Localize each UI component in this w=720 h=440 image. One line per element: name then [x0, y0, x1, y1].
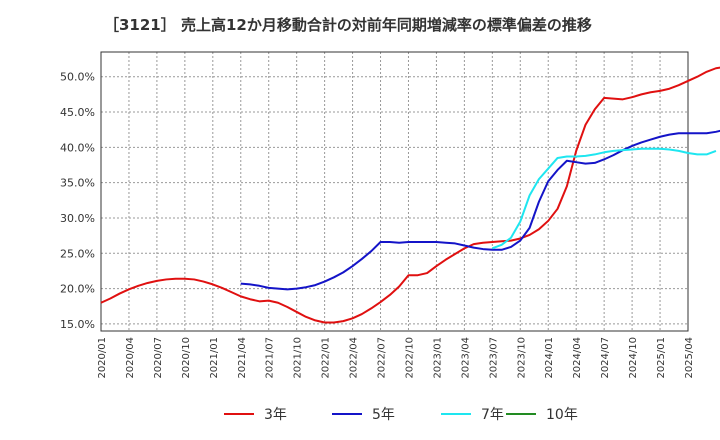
series-line-5年: [240, 129, 720, 291]
x-axis: 2020/01 2020/04 2020/07 2020/10 2021/01 2021/…: [97, 337, 695, 379]
plot-frame: [100, 51, 689, 332]
y-tick-label: 25.0%: [60, 247, 95, 260]
x-tick-label: 2022/04: [349, 337, 360, 379]
x-tick-label: 2024/04: [572, 337, 583, 379]
y-tick-label: 20.0%: [60, 283, 95, 296]
x-tick-label: 2020/01: [97, 337, 108, 379]
x-tick-label: 2023/01: [432, 337, 443, 379]
x-tick-label: 2023/07: [488, 337, 499, 379]
y-tick-label: 35.0%: [60, 177, 95, 190]
x-tick-label: 2025/01: [656, 337, 667, 379]
x-tick-label: 2025/04: [684, 337, 695, 379]
x-tick-label: 2022/07: [377, 337, 388, 379]
y-tick-label: 30.0%: [60, 212, 95, 225]
x-tick-label: 2023/04: [460, 337, 471, 379]
y-tick-label: 45.0%: [60, 106, 95, 119]
x-tick-label: 2020/10: [181, 337, 192, 379]
legend-label: 10年: [546, 407, 578, 423]
series: [100, 66, 720, 324]
legend-label: 3年: [264, 407, 287, 423]
x-tick-label: 2023/10: [516, 337, 527, 379]
series-line-7年: [491, 147, 717, 250]
x-tick-label: 2024/01: [544, 337, 555, 379]
y-tick-label: 50.0%: [60, 71, 95, 84]
x-tick-label: 2021/04: [237, 337, 248, 379]
legend-label: 5年: [372, 407, 395, 423]
x-tick-label: 2021/10: [293, 337, 304, 379]
legend-label: 7年: [481, 407, 504, 423]
x-tick-label: 2021/07: [265, 337, 276, 379]
x-tick-label: 2022/10: [404, 337, 415, 379]
x-tick-label: 2021/01: [209, 337, 220, 379]
y-tick-label: 40.0%: [60, 141, 95, 154]
x-tick-label: 2022/01: [321, 337, 332, 379]
x-tick-label: 2020/07: [153, 337, 164, 379]
chart-title: ［3121］ 売上高12か月移動合計の対前年同期増減率の標準偏差の推移: [104, 16, 592, 34]
x-tick-label: 2024/07: [600, 337, 611, 379]
y-axis: 15.0% 20.0% 25.0% 30.0% 35.0% 40.0% 45.0% 50.0%: [60, 71, 95, 331]
series-line-3年: [100, 66, 720, 324]
legend: 3年 5年 7年 10年: [224, 407, 578, 423]
x-tick-label: 2020/04: [125, 337, 136, 379]
x-tick-label: 2024/10: [628, 337, 639, 379]
y-tick-label: 15.0%: [60, 318, 95, 331]
grid: [100, 52, 689, 331]
